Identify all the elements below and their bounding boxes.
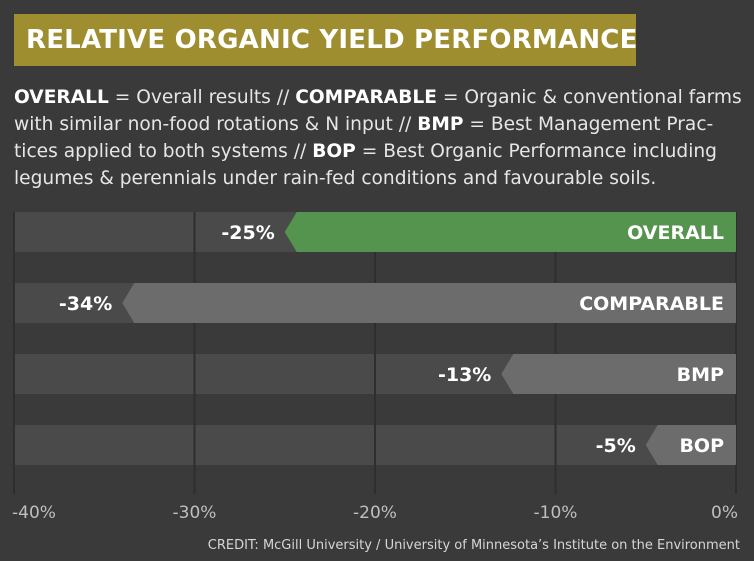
category-label-bmp: BMP: [677, 364, 724, 386]
value-label-bop: -5%: [596, 435, 636, 457]
desc-text-bop: = Best Organic Performance including leg…: [14, 141, 717, 189]
category-label-overall: OVERALL: [627, 222, 724, 244]
desc-term-overall: OVERALL: [14, 87, 109, 108]
desc-text-overall: = Overall results //: [108, 87, 296, 108]
desc-term-bop: BOP: [312, 141, 356, 162]
bar-comparable: [122, 283, 737, 323]
desc-term-comparable: COMPARABLE: [295, 87, 437, 108]
x-tick-label-1: -30%: [173, 503, 217, 523]
chart-description: OVERALL = Overall results // COMPARABLE …: [14, 84, 742, 192]
x-tick-label-4: 0%: [711, 503, 738, 523]
title-banner: RELATIVE ORGANIC YIELD PERFORMANCE: [14, 14, 638, 66]
bar-bmp: [501, 354, 736, 394]
desc-text-comparable: = Organic & conventional farms with simi…: [14, 87, 742, 135]
desc-term-bmp: BMP: [417, 114, 464, 135]
bar-chart: -25% OVERALL -34% COMPARABLE -13% BMP -5% BOP -4…: [12, 212, 738, 523]
x-tick-label-2: -20%: [353, 503, 397, 523]
credit-text: CREDIT: McGill University / University o…: [207, 538, 740, 553]
chart-title: RELATIVE ORGANIC YIELD PERFORMANCE: [26, 25, 638, 55]
x-tick-label-3: -10%: [534, 503, 578, 523]
bar-overall: [284, 212, 736, 252]
bar-bop: [645, 425, 736, 465]
value-label-bmp: -13%: [438, 364, 491, 386]
desc-text-bmp: = Best Management Prac-tices applied to …: [14, 114, 714, 162]
value-label-comparable: -34%: [59, 293, 112, 315]
category-label-comparable: COMPARABLE: [579, 293, 724, 315]
category-label-bop: BOP: [679, 435, 724, 457]
x-tick-label-0: -40%: [12, 503, 56, 523]
value-label-overall: -25%: [221, 222, 274, 244]
